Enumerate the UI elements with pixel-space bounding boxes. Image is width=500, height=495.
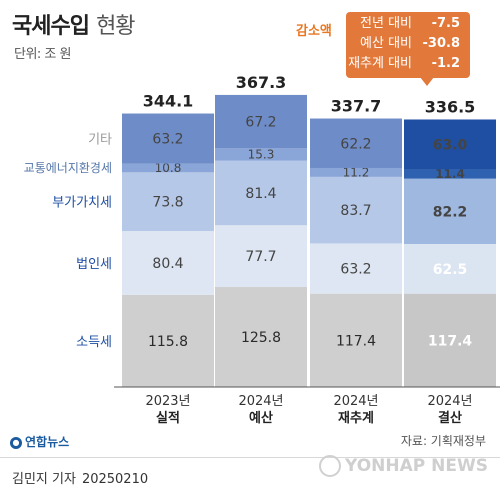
- data-label: 67.2: [245, 115, 276, 131]
- data-label: 15.3: [248, 147, 275, 161]
- bar-segment: [122, 294, 214, 387]
- bar-segment: [310, 167, 402, 177]
- yonhap-logo-icon: ●: [10, 436, 22, 449]
- callout-row-reestimate: 재추계 대비 -1.2: [346, 54, 470, 74]
- bar-segment: [310, 118, 402, 168]
- x-tick-type: 실적: [156, 410, 180, 426]
- x-tick-type: 예산: [249, 410, 273, 426]
- series-label: 부가가치세: [52, 196, 112, 211]
- watermark-text: YONHAP NEWS: [345, 456, 488, 476]
- data-label: 11.2: [343, 165, 370, 179]
- footer-divider: [0, 457, 500, 458]
- callout-label: 재추계 대비: [348, 56, 412, 71]
- title-sub: 현황: [96, 14, 135, 39]
- data-label: 82.2: [433, 204, 468, 220]
- data-label: 115.8: [148, 334, 188, 350]
- data-label: 63.0: [433, 138, 468, 154]
- bar-segment: [404, 243, 496, 294]
- callout-value: -1.2: [431, 56, 460, 71]
- bar-segment: [310, 176, 402, 244]
- bar-segment: [404, 169, 496, 179]
- callout-value: -7.5: [431, 16, 460, 31]
- bar-segment: [310, 293, 402, 387]
- bar-segment: [122, 163, 214, 173]
- x-tick-year: 2023년: [145, 394, 190, 409]
- data-label: 11.4: [435, 167, 465, 181]
- unit-label: 단위: 조 원: [14, 47, 72, 62]
- decrease-heading: 감소액: [296, 24, 332, 39]
- bar-segment: [215, 148, 307, 161]
- watermark: YONHAP NEWS: [319, 455, 488, 477]
- callout-label: 예산 대비: [360, 36, 412, 51]
- data-label: 63.2: [152, 132, 183, 148]
- bar-segment: [404, 293, 496, 387]
- bar-segment: [215, 286, 307, 387]
- series-label: 법인세: [76, 257, 112, 272]
- watermark-logo-icon: [319, 455, 342, 477]
- data-label: 77.7: [245, 249, 276, 265]
- title-main: 국세수입: [12, 14, 90, 39]
- data-label: 73.8: [152, 195, 183, 211]
- bar-segment: [404, 119, 496, 170]
- chart-title: 국세수입 현황: [12, 8, 136, 40]
- total-label: 336.5: [425, 97, 476, 116]
- bar-segment: [122, 231, 214, 295]
- x-tick-type: 결산: [438, 410, 462, 426]
- x-tick-year: 2024년: [427, 394, 472, 409]
- data-label: 125.8: [241, 330, 281, 346]
- publish-date: 20250210: [81, 472, 149, 487]
- bar-segment: [310, 243, 402, 294]
- decrease-callout: 전년 대비 -7.5 예산 대비 -30.8 재추계 대비 -1.2: [346, 12, 470, 78]
- logo-text: 연합뉴스: [25, 435, 70, 449]
- total-label: 344.1: [143, 92, 194, 111]
- callout-row-prev-year: 전년 대비 -7.5: [346, 14, 470, 34]
- byline: 김민지 기자 20250210: [12, 468, 148, 487]
- total-label: 337.7: [331, 97, 382, 116]
- source-label: 자료: 기획재정부: [400, 434, 486, 448]
- bar-segment: [215, 225, 307, 287]
- bar-segment: [122, 172, 214, 232]
- x-tick-type: 재추계: [338, 410, 374, 426]
- data-label: 62.2: [340, 136, 371, 152]
- callout-value: -30.8: [422, 36, 460, 51]
- data-label: 117.4: [336, 333, 376, 349]
- x-tick-year: 2024년: [238, 394, 283, 409]
- data-label: 10.8: [155, 161, 182, 175]
- series-label: 소득세: [76, 335, 112, 350]
- data-label: 81.4: [245, 186, 276, 202]
- callout-row-budget: 예산 대비 -30.8: [346, 34, 470, 54]
- series-label: 기타: [88, 133, 112, 148]
- bar-segment: [215, 160, 307, 226]
- data-label: 80.4: [152, 256, 183, 272]
- data-label: 63.2: [340, 262, 371, 278]
- bar-segment: [215, 94, 307, 149]
- total-label: 367.3: [236, 73, 287, 92]
- callout-pointer: [420, 77, 434, 86]
- bar-segment: [404, 178, 496, 244]
- author: 김민지 기자: [12, 472, 76, 487]
- data-label: 117.4: [428, 333, 473, 349]
- data-label: 83.7: [340, 203, 371, 219]
- bar-segment: [122, 113, 214, 164]
- x-tick-year: 2024년: [333, 394, 378, 409]
- yonhap-logo: ● 연합뉴스: [10, 433, 69, 450]
- series-label: 교통에너지환경세: [24, 161, 112, 175]
- callout-label: 전년 대비: [360, 16, 412, 31]
- data-label: 62.5: [433, 262, 468, 278]
